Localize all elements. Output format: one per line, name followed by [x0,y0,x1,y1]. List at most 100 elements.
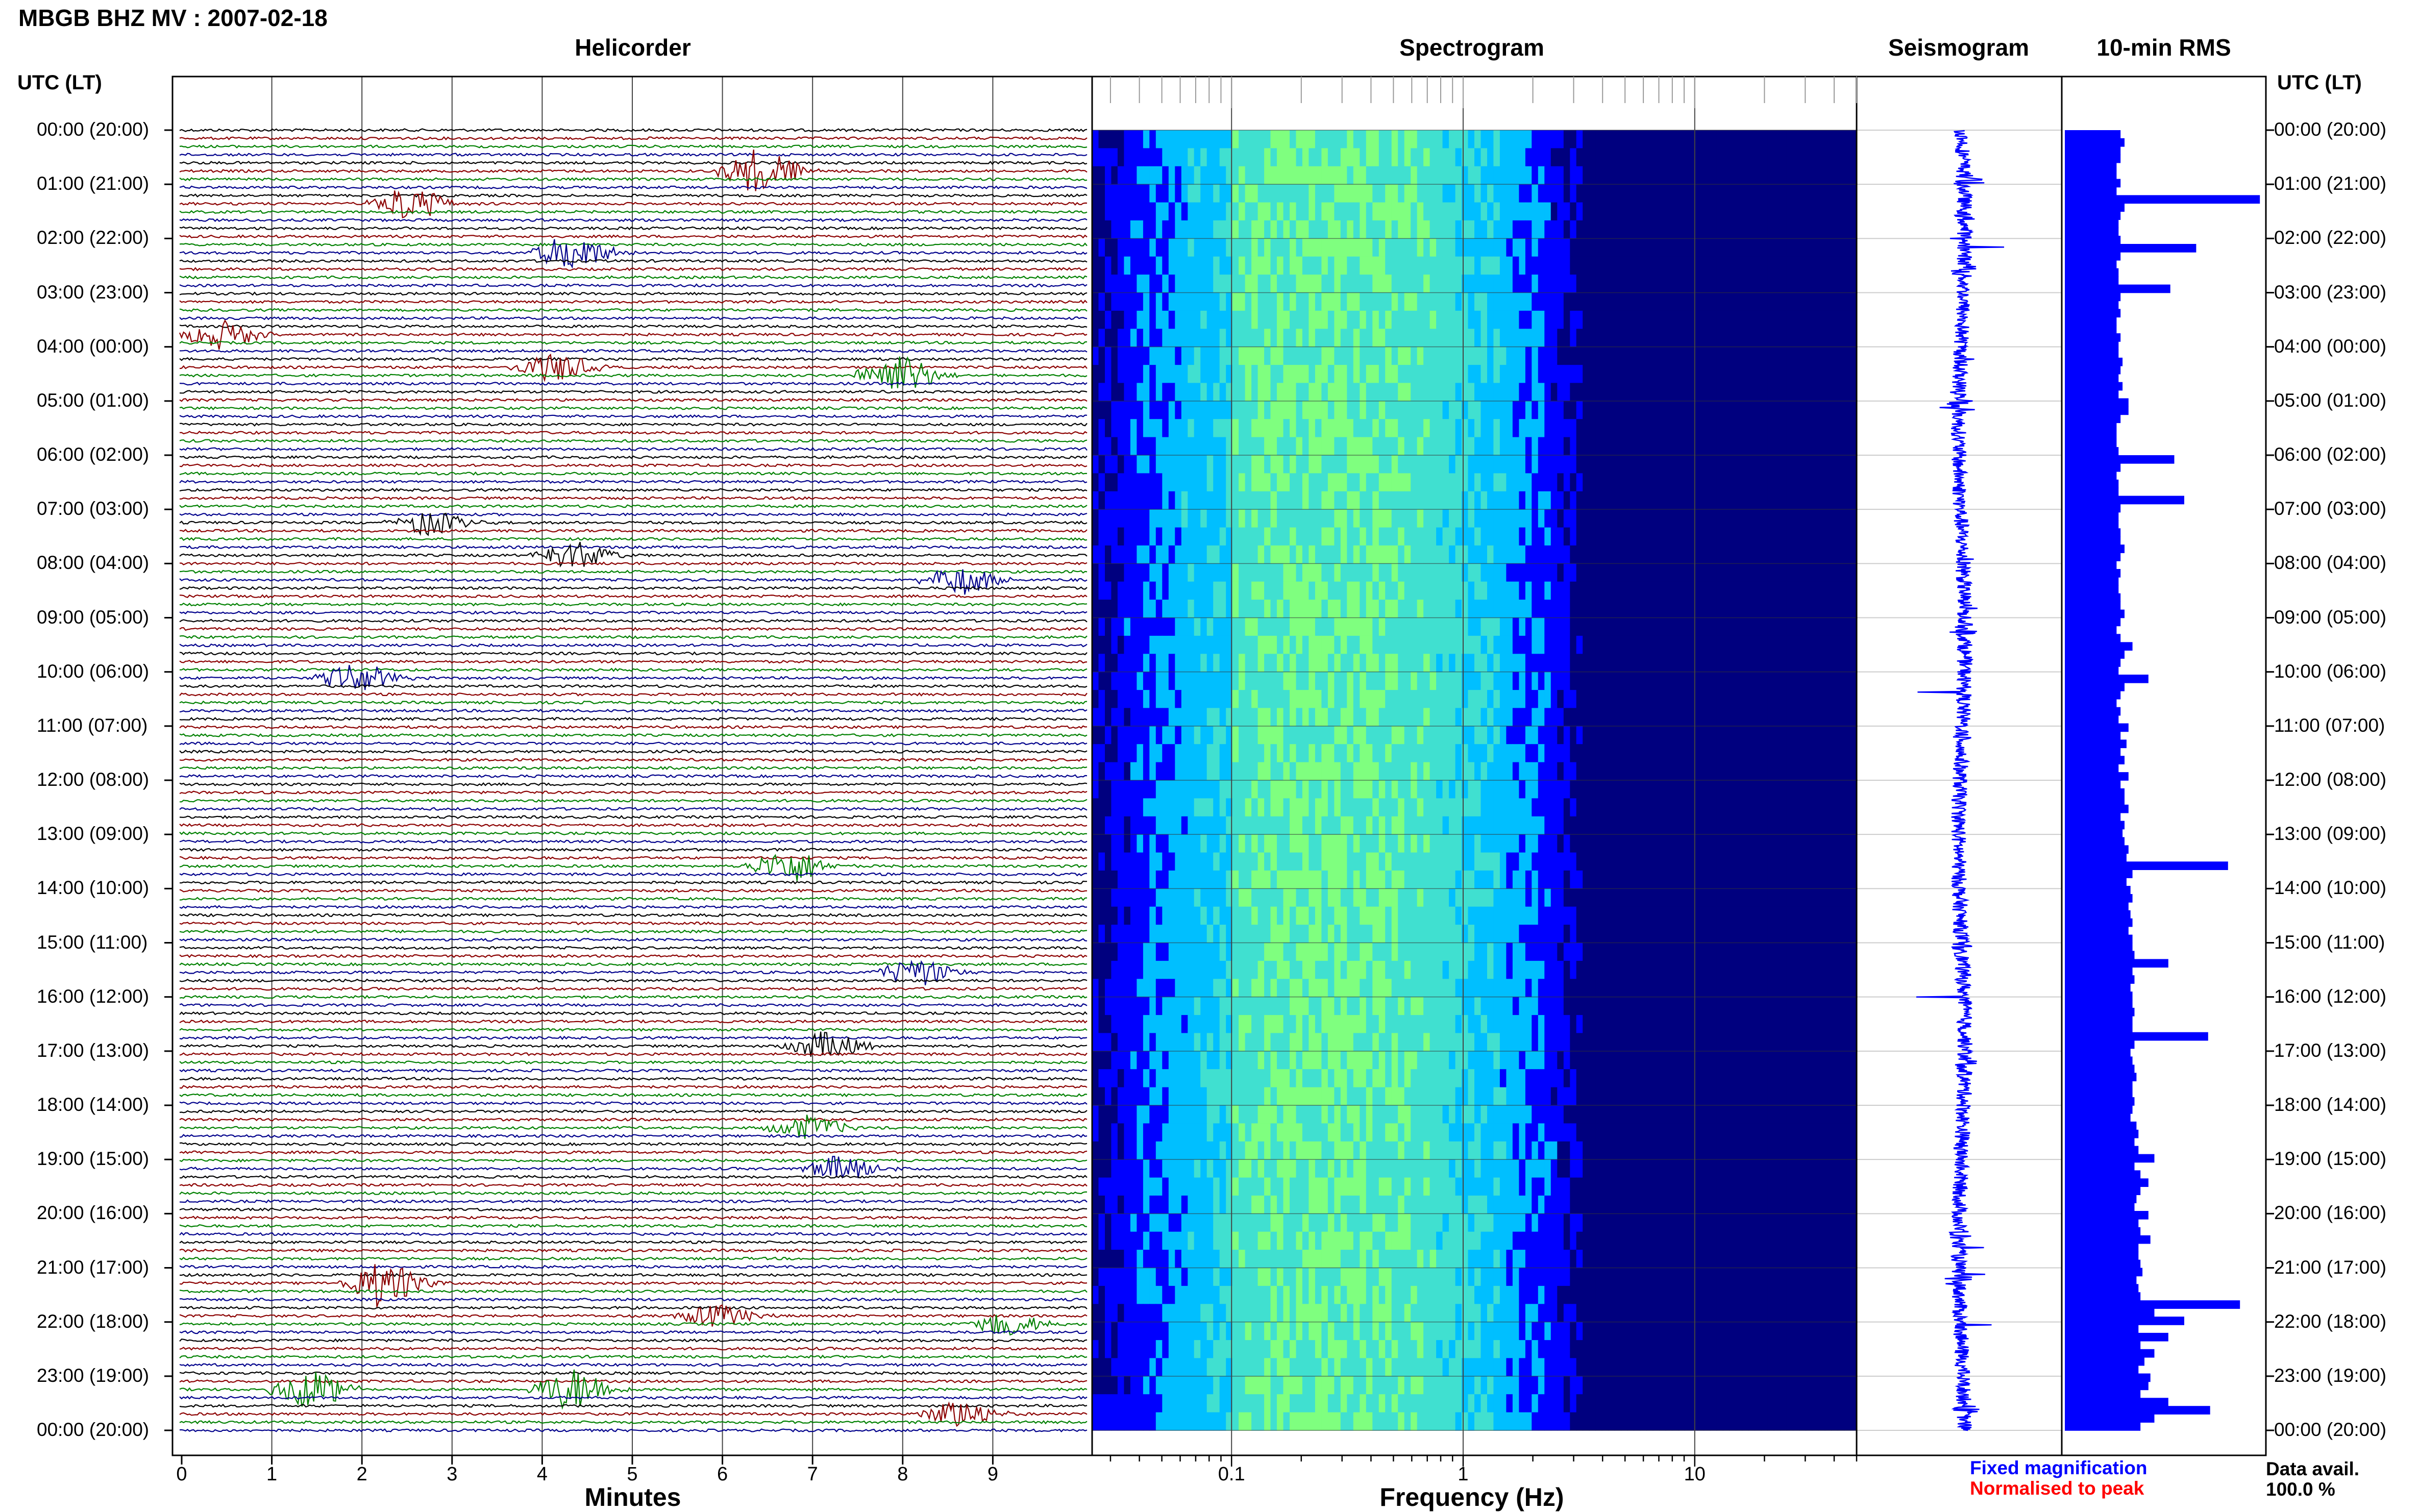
spectrogram-cell [1646,130,1653,148]
spectrogram-cell [1601,130,1609,148]
spectrogram-cell [1219,148,1226,167]
spectrogram-cell [1659,310,1666,329]
spectrogram-cell [1544,852,1551,871]
spectrogram-cell [1168,329,1176,348]
spectrogram-cell [1672,600,1679,618]
spectrogram-cell [1411,310,1418,329]
spectrogram-cell [1672,780,1679,799]
spectrogram-cell [1188,545,1195,564]
spectrogram-cell [1697,202,1705,221]
spectrogram-cell [1111,600,1118,618]
spectrogram-cell [1360,256,1367,275]
spectrogram-cell [1385,220,1392,239]
spectrogram-cell [1442,419,1449,438]
spectrogram-cell [1544,527,1551,546]
spectrogram-cell [1391,798,1398,817]
spectrogram-cell [1168,870,1176,889]
spectrogram-cell [1411,545,1418,564]
spectrogram-cell [1474,726,1482,745]
spectrogram-cell [1570,690,1577,709]
spectrogram-cell [1716,437,1723,456]
spectrogram-cell [1474,275,1482,293]
spectrogram-cell [1544,437,1551,456]
spectrogram-cell [1818,509,1825,528]
spectrogram-cell [1652,148,1660,167]
spectrogram-cell [1646,473,1653,492]
spectrogram-cell [1277,744,1284,763]
spectrogram-cell [1143,798,1150,817]
spectrogram-cell [1570,473,1577,492]
spectrogram-cell [1589,365,1596,384]
spectrogram-cell [1487,563,1494,582]
spectrogram-cell [1697,365,1705,384]
spectrogram-cell [1194,238,1201,257]
spectrogram-cell [1755,401,1762,419]
spectrogram-cell [1538,600,1545,618]
spectrogram-cell [1735,581,1743,600]
spectrogram-cell [1837,220,1844,239]
spectrogram-cell [1576,563,1583,582]
spectrogram-cell [1621,184,1628,203]
spectrogram-cell [1722,690,1730,709]
spectrogram-cell [1480,365,1488,384]
spectrogram-cell [1716,184,1723,203]
spectrogram-cell [1468,600,1475,618]
spectrogram-cell [1532,166,1539,185]
spectrogram-cell [1442,617,1449,636]
spectrogram-cell [1219,130,1226,148]
spectrogram-cell [1283,744,1290,763]
spectrogram-cell [1716,310,1723,329]
spectrogram-cell [1130,744,1138,763]
spectrogram-cell [1327,365,1335,384]
spectrogram-cell [1704,726,1711,745]
spectrogram-cell [1327,690,1335,709]
spectrogram-cell [1124,220,1131,239]
spectrogram-cell [1175,220,1182,239]
spectrogram-cell [1391,346,1398,365]
spectrogram-cell [1761,762,1768,781]
spectrogram-cell [1111,419,1118,438]
spectrogram-cell [1550,816,1558,835]
spectrogram-cell [1257,581,1265,600]
spectrogram-cell [1462,527,1469,546]
spectrogram-cell [1761,635,1768,654]
spectrogram-cell [1786,419,1793,438]
spectrogram-cell [1583,346,1590,365]
spectrogram-cell [1194,184,1201,203]
spectrogram-cell [1162,527,1169,546]
spectrogram-cell [1200,581,1207,600]
spectrogram-cell [1232,545,1239,564]
spectrogram-cell [1143,473,1150,492]
spectrogram-cell [1290,346,1297,365]
spectrogram-cell [1098,690,1105,709]
spectrogram-cell [1423,220,1430,239]
spectrogram-cell [1321,635,1328,654]
spectrogram-cell [1640,346,1647,365]
spectrogram-cell [1621,130,1628,148]
spectrogram-cell [1755,491,1762,510]
spectrogram-cell [1257,600,1265,618]
spectrogram-cell [1181,220,1189,239]
spectrogram-cell [1137,292,1144,311]
spectrogram-cell [1340,690,1348,709]
spectrogram-cell [1589,473,1596,492]
spectrogram-cell [1634,798,1641,817]
spectrogram-cell [1634,329,1641,348]
spectrogram-cell [1665,437,1672,456]
spectrogram-cell [1837,690,1844,709]
spectrogram-cell [1710,455,1717,474]
spectrogram-cell [1378,654,1386,673]
spectrogram-cell [1181,870,1189,889]
spectrogram-cell [1092,563,1099,582]
spectrogram-cell [1411,148,1418,167]
spectrogram-cell [1251,690,1258,709]
spectrogram-cell [1429,166,1437,185]
spectrogram-cell [1296,455,1303,474]
spectrogram-cell [1844,708,1851,727]
spectrogram-cell [1506,473,1513,492]
spectrogram-cell [1385,816,1392,835]
spectrogram-cell [1614,762,1621,781]
spectrogram-cell [1219,473,1226,492]
spectrogram-cell [1219,798,1226,817]
spectrogram-cell [1576,346,1583,365]
